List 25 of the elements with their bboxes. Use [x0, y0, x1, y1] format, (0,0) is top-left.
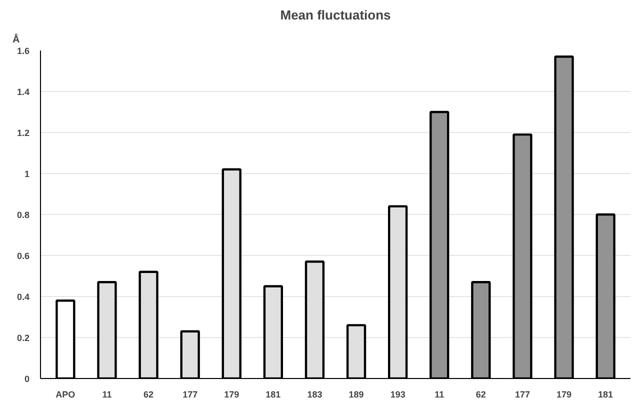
y-tick-label: 1 [24, 169, 30, 179]
y-tick-label: 1.6 [16, 46, 30, 56]
x-tick-label: 181 [266, 390, 281, 400]
x-tick-label: 189 [348, 390, 364, 400]
x-tick-label: 177 [182, 390, 198, 400]
x-tick-label: 62 [144, 390, 154, 400]
x-tick-label: APO [56, 390, 76, 400]
x-tick-label: 11 [102, 390, 112, 400]
x-tick-label: 62 [476, 390, 486, 400]
y-tick-label: 1.2 [16, 128, 30, 138]
x-tick-label: 193 [390, 390, 406, 400]
y-tick-label: 0.2 [16, 333, 30, 343]
x-tick-label: 183 [307, 390, 322, 400]
y-tick-label: 0.8 [16, 210, 30, 220]
x-tick-label: 179 [224, 390, 240, 400]
y-tick-label: 0 [24, 374, 30, 384]
y-tick-label: 1.4 [16, 87, 30, 97]
x-tick-label: 181 [598, 390, 614, 400]
x-tick-label: 177 [514, 390, 530, 400]
x-tick-label: 179 [556, 390, 572, 400]
chart-title: Mean fluctuations [280, 8, 391, 22]
y-tick-label: 0.6 [16, 251, 30, 261]
x-tick-label: 11 [434, 390, 444, 400]
y-tick-label: 0.4 [16, 292, 30, 302]
y-axis-title: Å [12, 34, 20, 46]
